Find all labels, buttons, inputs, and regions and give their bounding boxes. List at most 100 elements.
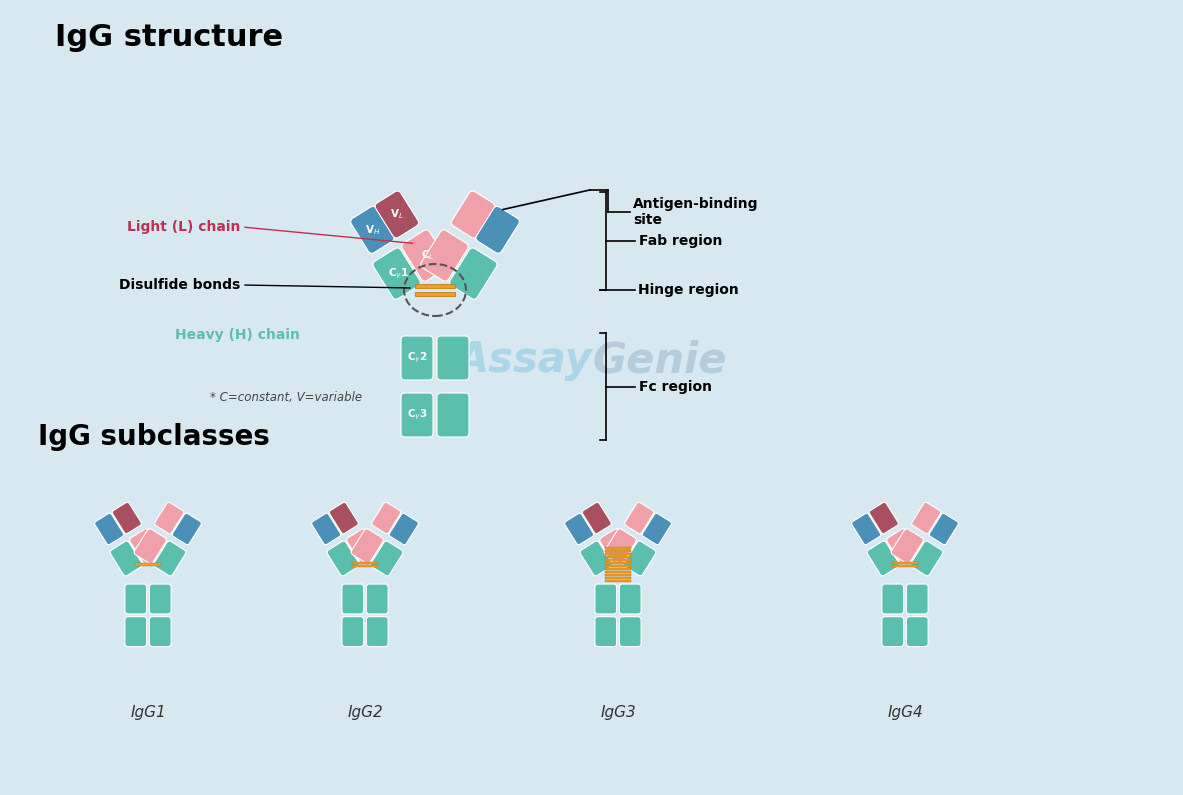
FancyBboxPatch shape [173, 514, 201, 545]
Text: Fc region: Fc region [639, 379, 712, 394]
Bar [605, 571, 631, 573]
FancyBboxPatch shape [595, 584, 616, 614]
Bar [353, 562, 377, 564]
FancyBboxPatch shape [342, 617, 363, 646]
Text: Disulfide bonds: Disulfide bonds [118, 278, 240, 292]
Text: V$_H$: V$_H$ [364, 223, 380, 237]
Bar [605, 562, 631, 564]
FancyBboxPatch shape [367, 584, 388, 614]
FancyBboxPatch shape [564, 514, 594, 545]
Text: IgG3: IgG3 [600, 705, 636, 720]
Text: C$_\gamma$3: C$_\gamma$3 [407, 408, 427, 422]
FancyBboxPatch shape [389, 514, 419, 545]
Text: IgG4: IgG4 [887, 705, 923, 720]
FancyBboxPatch shape [595, 617, 616, 646]
FancyBboxPatch shape [373, 248, 420, 299]
Text: IgG subclasses: IgG subclasses [38, 423, 270, 451]
FancyBboxPatch shape [370, 541, 403, 576]
FancyBboxPatch shape [870, 502, 898, 533]
FancyBboxPatch shape [450, 248, 497, 299]
FancyBboxPatch shape [149, 584, 172, 614]
Text: Light (L) chain: Light (L) chain [127, 220, 240, 234]
FancyBboxPatch shape [852, 514, 881, 545]
Bar [605, 577, 631, 580]
FancyBboxPatch shape [421, 230, 468, 281]
FancyBboxPatch shape [110, 541, 142, 576]
FancyBboxPatch shape [347, 529, 379, 564]
FancyBboxPatch shape [912, 502, 940, 533]
Text: V$_L$: V$_L$ [390, 207, 403, 221]
Text: Hinge region: Hinge region [638, 283, 738, 297]
FancyBboxPatch shape [582, 502, 612, 533]
FancyBboxPatch shape [625, 502, 654, 533]
Bar [892, 562, 918, 564]
FancyBboxPatch shape [437, 336, 468, 380]
FancyBboxPatch shape [351, 529, 383, 564]
Bar [605, 553, 631, 555]
Bar [605, 580, 631, 583]
FancyBboxPatch shape [401, 393, 433, 437]
Bar [353, 565, 377, 567]
Text: IgG structure: IgG structure [54, 23, 283, 52]
FancyBboxPatch shape [891, 529, 924, 564]
FancyBboxPatch shape [125, 584, 147, 614]
FancyBboxPatch shape [371, 502, 401, 533]
FancyBboxPatch shape [452, 191, 494, 238]
FancyBboxPatch shape [580, 541, 613, 576]
Text: Assay: Assay [457, 339, 592, 381]
FancyBboxPatch shape [911, 541, 943, 576]
Text: C$_\gamma$1: C$_\gamma$1 [388, 266, 409, 281]
FancyBboxPatch shape [125, 617, 147, 646]
Bar [605, 556, 631, 558]
FancyBboxPatch shape [329, 502, 358, 533]
FancyBboxPatch shape [367, 617, 388, 646]
Text: IgG1: IgG1 [130, 705, 166, 720]
Bar [135, 564, 161, 565]
Bar [605, 574, 631, 576]
FancyBboxPatch shape [112, 502, 142, 533]
FancyBboxPatch shape [642, 514, 672, 545]
Text: Heavy (H) chain: Heavy (H) chain [175, 328, 300, 342]
FancyBboxPatch shape [95, 514, 124, 545]
FancyBboxPatch shape [881, 617, 904, 646]
FancyBboxPatch shape [476, 207, 519, 254]
Text: IgG2: IgG2 [347, 705, 383, 720]
FancyBboxPatch shape [476, 207, 519, 254]
Bar [605, 568, 631, 570]
FancyBboxPatch shape [342, 584, 363, 614]
FancyBboxPatch shape [881, 584, 904, 614]
Text: Genie: Genie [592, 339, 726, 381]
FancyBboxPatch shape [600, 529, 632, 564]
FancyBboxPatch shape [154, 541, 186, 576]
FancyBboxPatch shape [327, 541, 360, 576]
FancyBboxPatch shape [906, 584, 929, 614]
FancyBboxPatch shape [886, 529, 919, 564]
Bar [415, 284, 455, 289]
FancyBboxPatch shape [401, 336, 433, 380]
FancyBboxPatch shape [402, 230, 450, 281]
Text: C$_\gamma$2: C$_\gamma$2 [407, 351, 427, 365]
Bar [605, 559, 631, 561]
Text: C$_L$: C$_L$ [421, 249, 434, 262]
FancyBboxPatch shape [350, 207, 394, 254]
FancyBboxPatch shape [130, 529, 162, 564]
Bar [605, 547, 631, 549]
FancyBboxPatch shape [906, 617, 929, 646]
FancyBboxPatch shape [620, 617, 641, 646]
Bar [892, 565, 918, 567]
FancyBboxPatch shape [155, 502, 183, 533]
FancyBboxPatch shape [929, 514, 958, 545]
FancyBboxPatch shape [623, 541, 657, 576]
FancyBboxPatch shape [605, 529, 636, 564]
FancyBboxPatch shape [375, 191, 419, 238]
FancyBboxPatch shape [452, 191, 494, 238]
Text: Antigen-binding
site: Antigen-binding site [633, 197, 758, 227]
Bar [605, 549, 631, 552]
Bar [415, 292, 455, 297]
FancyBboxPatch shape [149, 617, 172, 646]
FancyBboxPatch shape [867, 541, 899, 576]
FancyBboxPatch shape [311, 514, 341, 545]
Text: Fab region: Fab region [639, 234, 723, 248]
Bar [605, 565, 631, 567]
FancyBboxPatch shape [620, 584, 641, 614]
